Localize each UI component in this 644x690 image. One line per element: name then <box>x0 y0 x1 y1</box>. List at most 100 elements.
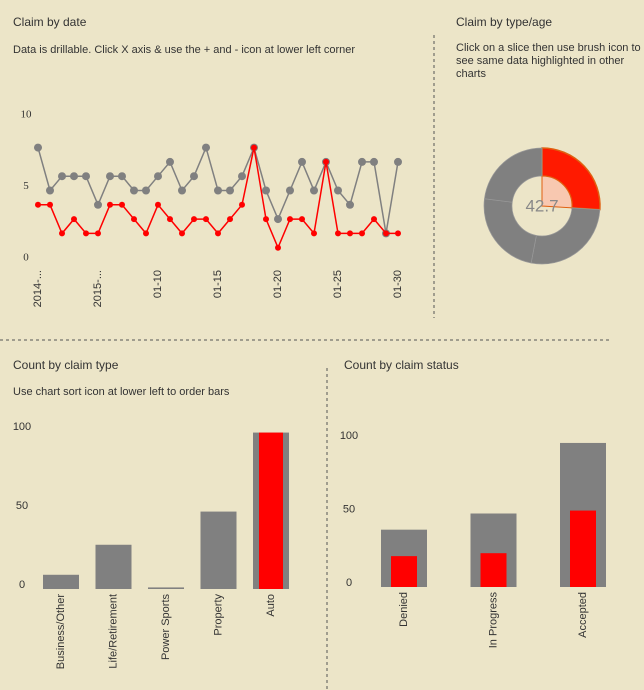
data-point <box>311 230 317 237</box>
data-point <box>119 201 125 208</box>
data-point <box>274 215 282 224</box>
data-point <box>46 186 54 195</box>
y-tick-label: 0 <box>23 252 29 264</box>
bar <box>480 553 507 587</box>
data-point <box>94 200 102 209</box>
bar <box>391 556 417 587</box>
x-tick-label: Property <box>212 594 224 636</box>
data-point <box>59 230 65 237</box>
data-point <box>335 230 341 237</box>
data-point <box>154 172 162 181</box>
x-tick-label: Denied <box>398 592 410 627</box>
data-point <box>395 230 401 237</box>
data-point <box>383 230 389 237</box>
y-tick-label: 100 <box>340 430 358 442</box>
data-point <box>47 201 53 208</box>
chart-subtitle: Data is drillable. Click X axis & use th… <box>13 44 356 56</box>
x-tick-label: Life/Retirement <box>107 594 119 669</box>
bar <box>200 511 237 589</box>
x-tick-label: Power Sports <box>160 594 172 661</box>
bar <box>570 510 596 587</box>
chart-title: Claim by date <box>13 15 87 29</box>
y-tick-label: 50 <box>343 503 355 515</box>
data-point <box>178 186 186 195</box>
bar <box>148 587 184 589</box>
data-point <box>166 157 174 166</box>
data-point <box>370 157 378 166</box>
data-point <box>238 172 246 181</box>
data-point <box>191 216 197 223</box>
data-point <box>358 157 366 166</box>
donut-slice <box>484 147 543 203</box>
chart-title: Count by claim type <box>13 358 119 372</box>
data-point <box>251 144 257 151</box>
data-point <box>310 186 318 195</box>
y-tick-label: 0 <box>19 579 25 591</box>
data-point <box>58 172 66 181</box>
data-point <box>190 172 198 181</box>
data-point <box>262 186 270 195</box>
bar <box>259 432 283 589</box>
data-point <box>227 216 233 223</box>
data-point <box>71 216 77 223</box>
data-point <box>214 186 222 195</box>
y-tick-label: 0 <box>346 577 352 589</box>
x-tick-label: 01-20 <box>272 270 284 298</box>
x-tick-label: 01-25 <box>332 270 344 298</box>
highlight-wedge <box>541 175 573 209</box>
data-point <box>298 157 306 166</box>
data-point <box>179 230 185 237</box>
x-tick-label: 01-30 <box>392 270 404 298</box>
x-tick-label: 01-10 <box>152 270 164 298</box>
data-point <box>287 216 293 223</box>
data-point <box>106 172 114 181</box>
chart-subtitle: Click on a slice then use brush icon to … <box>456 42 641 80</box>
data-point <box>95 230 101 237</box>
x-tick-label: 2015-... <box>92 270 104 307</box>
data-point <box>239 201 245 208</box>
x-tick-label: 2014-... <box>32 270 44 307</box>
x-tick-label: 01-15 <box>212 270 224 298</box>
data-point <box>371 216 377 223</box>
center-value: 42.7 <box>525 196 558 215</box>
data-point <box>226 186 234 195</box>
x-tick-label: Business/Other <box>55 594 67 670</box>
data-point <box>83 230 89 237</box>
chart-title: Count by claim status <box>344 358 459 372</box>
data-point <box>82 172 90 181</box>
data-point <box>34 143 42 152</box>
data-point <box>143 230 149 237</box>
data-point <box>131 216 137 223</box>
chart-title: Claim by type/age <box>456 15 553 29</box>
data-point <box>155 201 161 208</box>
donut-slice <box>530 207 601 265</box>
data-point <box>347 230 353 237</box>
data-point <box>202 143 210 152</box>
y-tick-label: 10 <box>21 109 33 121</box>
data-point <box>286 186 294 195</box>
data-point <box>203 216 209 223</box>
data-point <box>359 230 365 237</box>
data-point <box>299 216 305 223</box>
data-point <box>107 201 113 208</box>
x-tick-label: In Progress <box>487 592 499 649</box>
y-tick-label: 50 <box>16 500 28 512</box>
y-tick-label: 100 <box>13 421 31 433</box>
data-point <box>35 201 41 208</box>
data-point <box>167 216 173 223</box>
bar <box>43 574 79 589</box>
data-point <box>118 172 126 181</box>
bar <box>95 544 132 589</box>
data-point <box>142 186 150 195</box>
x-tick-label: Auto <box>265 594 277 617</box>
data-point <box>215 230 221 237</box>
data-point <box>70 172 78 181</box>
data-point <box>275 244 281 251</box>
y-tick-label: 5 <box>23 180 29 192</box>
data-point <box>334 186 342 195</box>
data-point <box>323 158 329 165</box>
x-tick-label: Accepted <box>577 592 589 638</box>
chart-subtitle: Use chart sort icon at lower left to ord… <box>13 386 230 398</box>
